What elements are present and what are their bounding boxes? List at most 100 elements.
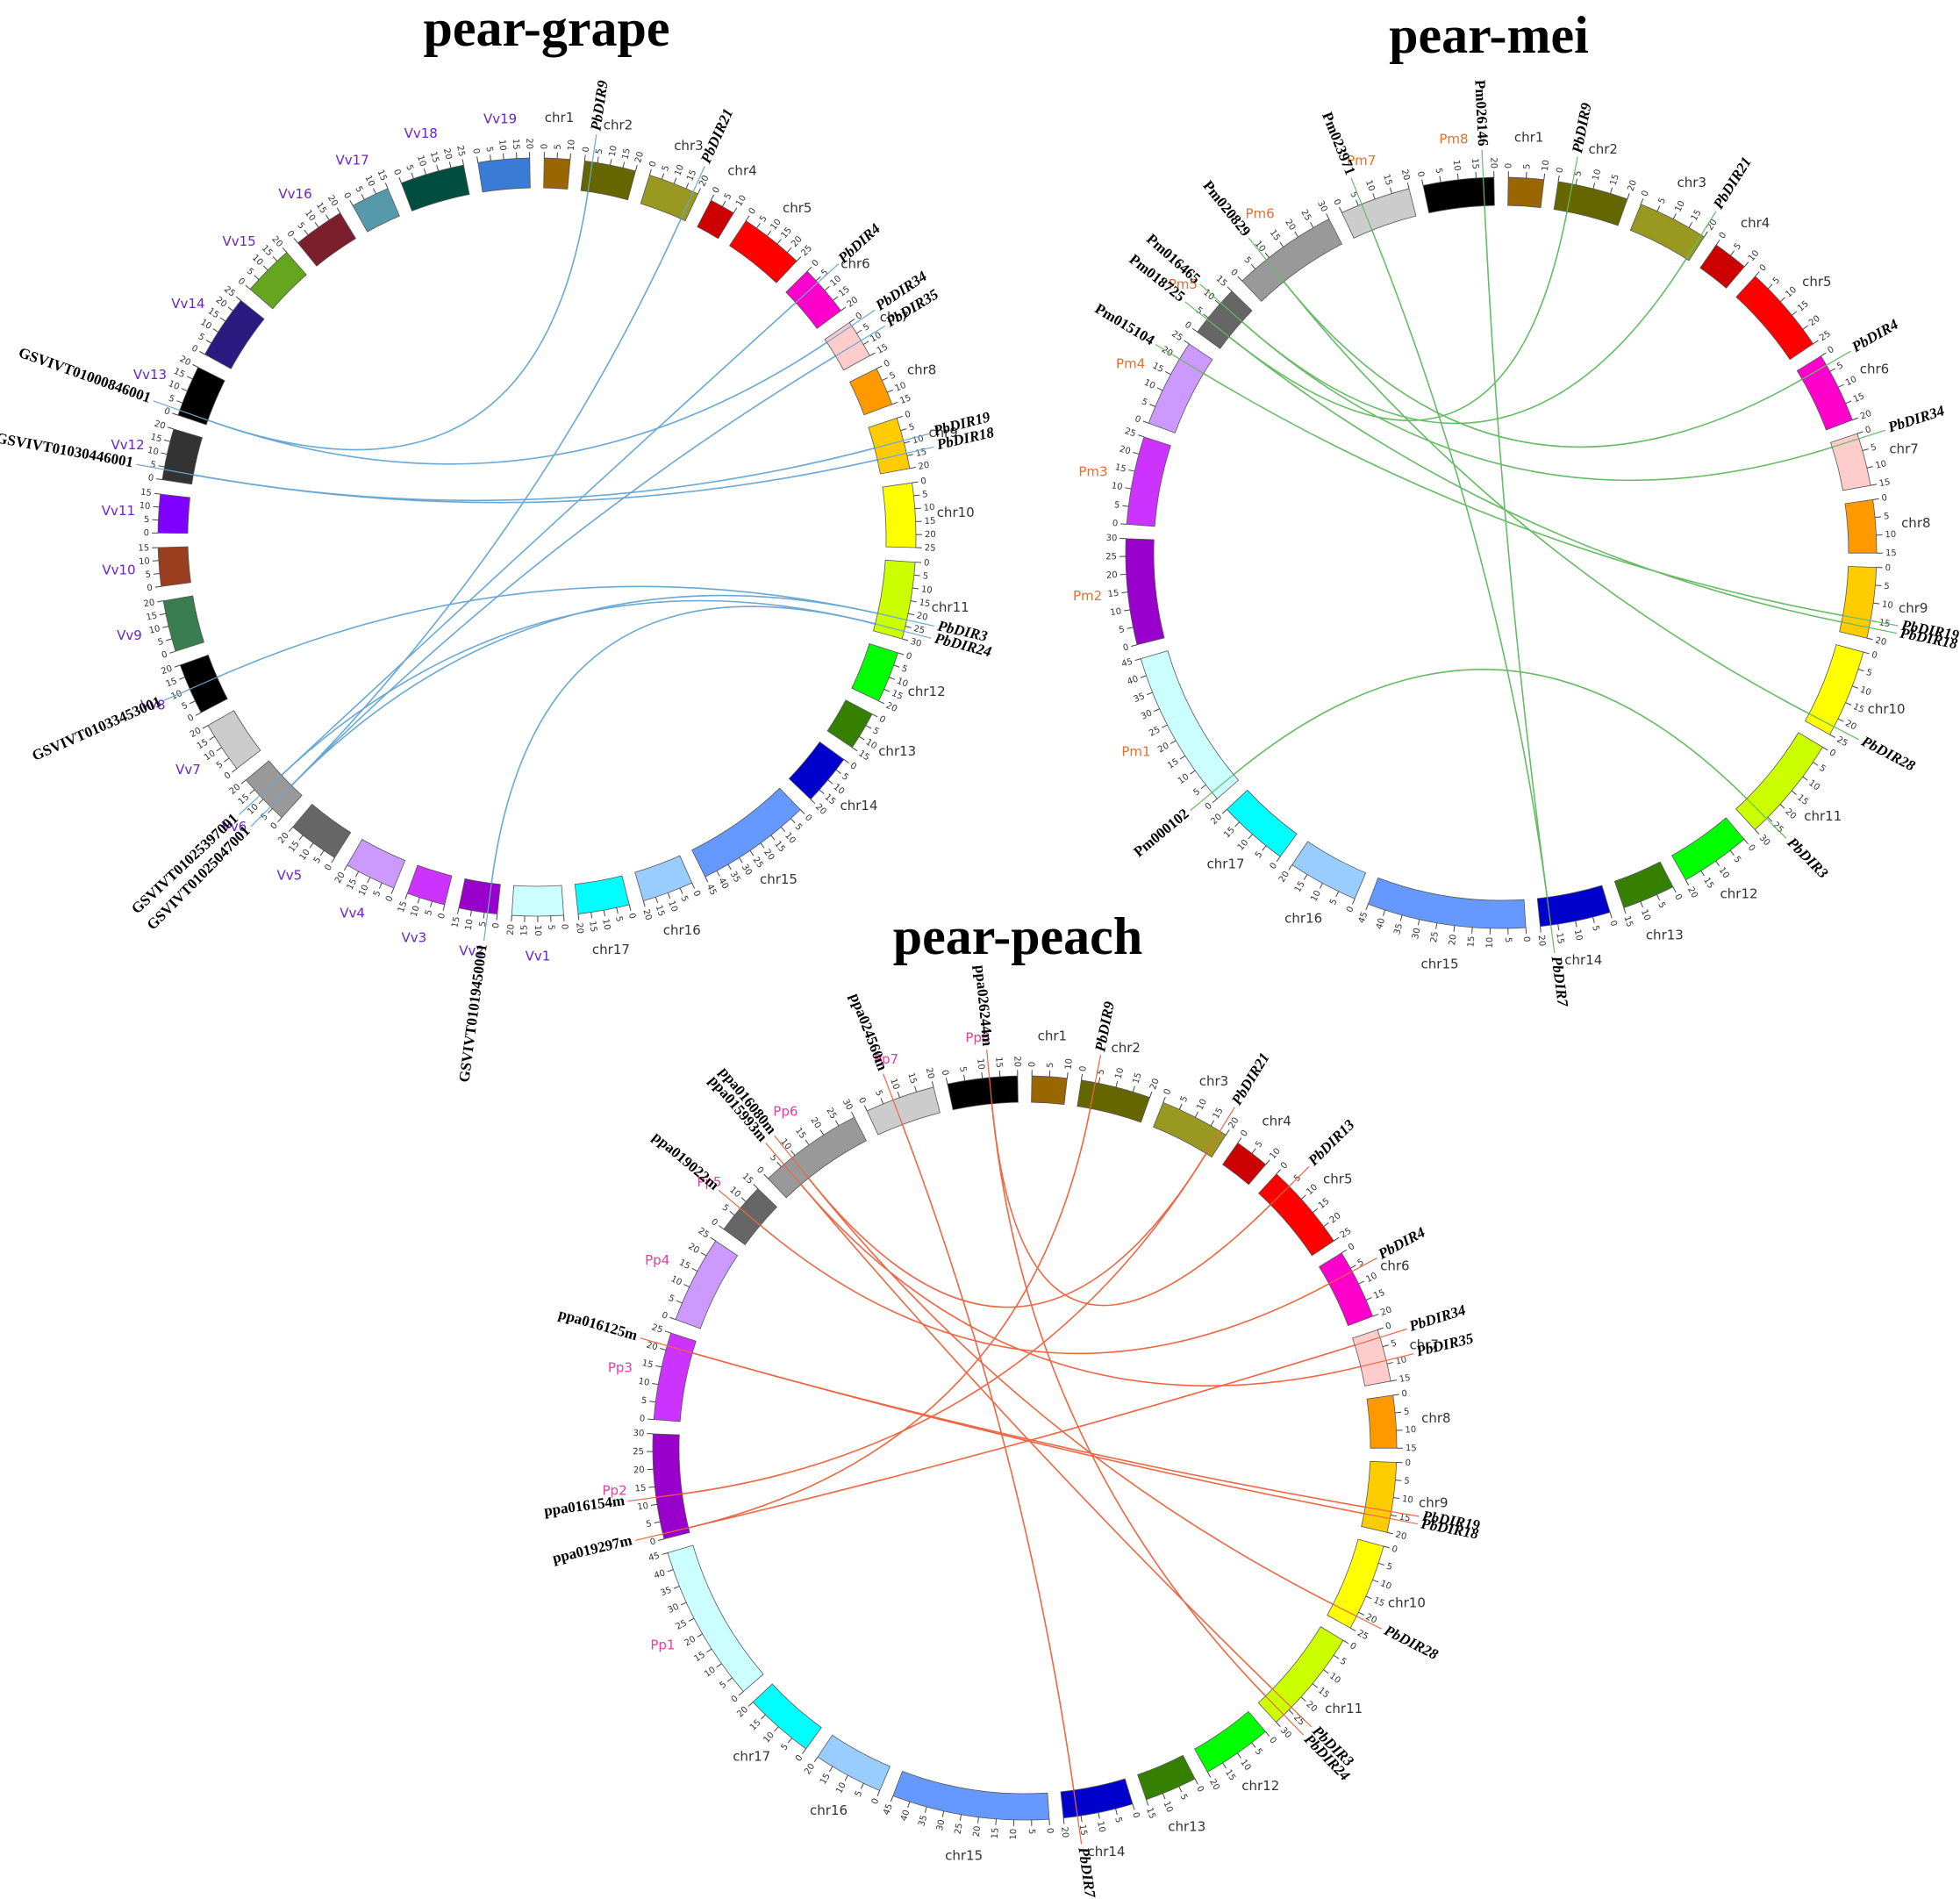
tick-label: 10 — [673, 163, 686, 177]
tick-mark — [155, 478, 163, 481]
chromosome-block — [1241, 219, 1342, 302]
tick-label: 0 — [709, 1217, 719, 1229]
tick-label: 0 — [582, 147, 592, 154]
tick-mark — [673, 1586, 680, 1589]
gene-leader — [774, 1135, 809, 1179]
tick-mark — [906, 454, 913, 456]
gene-leader — [680, 166, 705, 219]
tick-mark — [1264, 1731, 1270, 1737]
chromosome-label: Vv9 — [117, 627, 142, 643]
tick-mark — [1389, 187, 1392, 194]
tick-mark — [1128, 469, 1135, 472]
tick-label: 10 — [769, 218, 783, 233]
tick-label: 20 — [633, 1465, 645, 1476]
chromosome-block — [352, 188, 400, 233]
synteny-link — [1233, 669, 1748, 799]
tick-mark — [616, 907, 619, 914]
tick-label: 10 — [1327, 1672, 1342, 1686]
tick-mark — [1334, 1236, 1340, 1242]
chromosome-block — [1126, 436, 1171, 527]
tick-label: 15 — [1372, 1288, 1386, 1301]
tick-mark — [1310, 222, 1314, 228]
chromosome-block — [824, 321, 870, 371]
tick-label: 15 — [822, 792, 837, 807]
gene-leader — [1155, 344, 1205, 375]
tick-mark — [761, 1714, 766, 1720]
synteny-link — [991, 1103, 1271, 1307]
tick-label: 10 — [1196, 1098, 1210, 1112]
tick-label: 10 — [895, 677, 909, 690]
chromosome-block — [1422, 176, 1495, 214]
tick-mark — [1248, 834, 1253, 840]
tick-label: 20 — [1843, 719, 1857, 732]
tick-mark — [660, 1348, 667, 1351]
tick-label: 15 — [172, 367, 186, 380]
tick-label: 0 — [848, 761, 858, 772]
tick-mark — [159, 613, 166, 616]
tick-label: 15 — [519, 925, 529, 936]
tick-mark — [763, 1173, 769, 1179]
tick-label: 0 — [559, 924, 569, 930]
chromosome-block — [1341, 188, 1417, 239]
tick-label: 15 — [654, 904, 666, 918]
tick-mark — [661, 173, 665, 180]
synteny-link — [281, 302, 797, 776]
tick-label: 15 — [1223, 1768, 1237, 1783]
tick-mark — [1730, 250, 1735, 256]
chromosome-label: chr5 — [1802, 274, 1831, 290]
tick-label: 35 — [917, 1814, 929, 1827]
tick-label: 10 — [1309, 889, 1323, 903]
tick-mark — [1149, 404, 1155, 407]
chromosome-block — [1361, 1460, 1398, 1533]
tick-label: 15 — [1609, 173, 1621, 186]
tick-mark — [662, 1551, 669, 1555]
tick-label: 10 — [298, 848, 312, 863]
tick-label: 5 — [888, 370, 897, 382]
tick-label: 0 — [748, 206, 759, 216]
gene-label: PbDIR34 — [1885, 402, 1947, 436]
tick-label: 20 — [813, 802, 828, 817]
tick-label: 0 — [1162, 1087, 1174, 1096]
tick-mark — [1729, 849, 1735, 856]
gene-leader — [986, 1050, 993, 1104]
tick-label: 15 — [1144, 1807, 1157, 1821]
tick-label: 20 — [924, 1067, 936, 1080]
chromosome-block — [767, 1116, 867, 1199]
tick-mark — [181, 388, 188, 391]
tick-label: 40 — [716, 877, 730, 891]
tick-label: 15 — [793, 1126, 807, 1141]
tick-label: 5 — [554, 144, 563, 150]
tick-label: 15 — [898, 393, 912, 406]
tick-label: 20 — [640, 908, 653, 921]
tick-label: 15 — [1316, 1686, 1331, 1701]
tick-mark — [1288, 864, 1293, 871]
tick-label: 10 — [1844, 375, 1858, 388]
tick-mark — [343, 864, 348, 871]
tick-mark — [852, 747, 858, 752]
tick-mark — [756, 222, 761, 229]
tick-mark — [288, 827, 294, 833]
tick-mark — [1156, 387, 1163, 391]
tick-label: 25 — [824, 1107, 838, 1121]
tick-mark — [1779, 297, 1785, 303]
gene-leader — [1199, 283, 1242, 322]
tick-mark — [597, 156, 599, 163]
chromosome-block — [652, 1433, 690, 1540]
gene-leader — [1746, 798, 1787, 839]
tick-mark — [423, 168, 426, 176]
synteny-link — [290, 594, 878, 786]
tick-mark — [760, 842, 765, 849]
tick-label: 5 — [1573, 170, 1584, 177]
tick-label: 30 — [1105, 534, 1117, 543]
chromosome-label: Pm7 — [1347, 153, 1376, 168]
synteny-link — [1484, 205, 1549, 898]
tick-mark — [843, 759, 849, 763]
tick-label: 15 — [1317, 1196, 1332, 1211]
tick-mark — [1837, 383, 1844, 388]
tick-mark — [240, 779, 247, 785]
tick-mark — [880, 1098, 884, 1105]
tick-mark — [258, 799, 264, 805]
tick-label: 10 — [1201, 288, 1216, 303]
tick-mark — [945, 1078, 948, 1085]
tick-label: 5 — [1356, 1258, 1366, 1269]
